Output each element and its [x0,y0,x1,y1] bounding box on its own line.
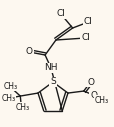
Text: Cl: Cl [80,34,89,43]
Text: O: O [89,91,96,100]
Text: CH₃: CH₃ [15,103,29,112]
Text: CH₃: CH₃ [3,82,17,91]
Text: O: O [86,78,93,87]
Text: S: S [50,77,55,86]
Text: NH: NH [44,64,57,73]
Text: O: O [26,47,33,57]
Text: Cl: Cl [83,18,92,27]
Text: CH₃: CH₃ [94,96,108,105]
Text: Cl: Cl [56,10,65,19]
Text: CH₃: CH₃ [1,94,15,103]
